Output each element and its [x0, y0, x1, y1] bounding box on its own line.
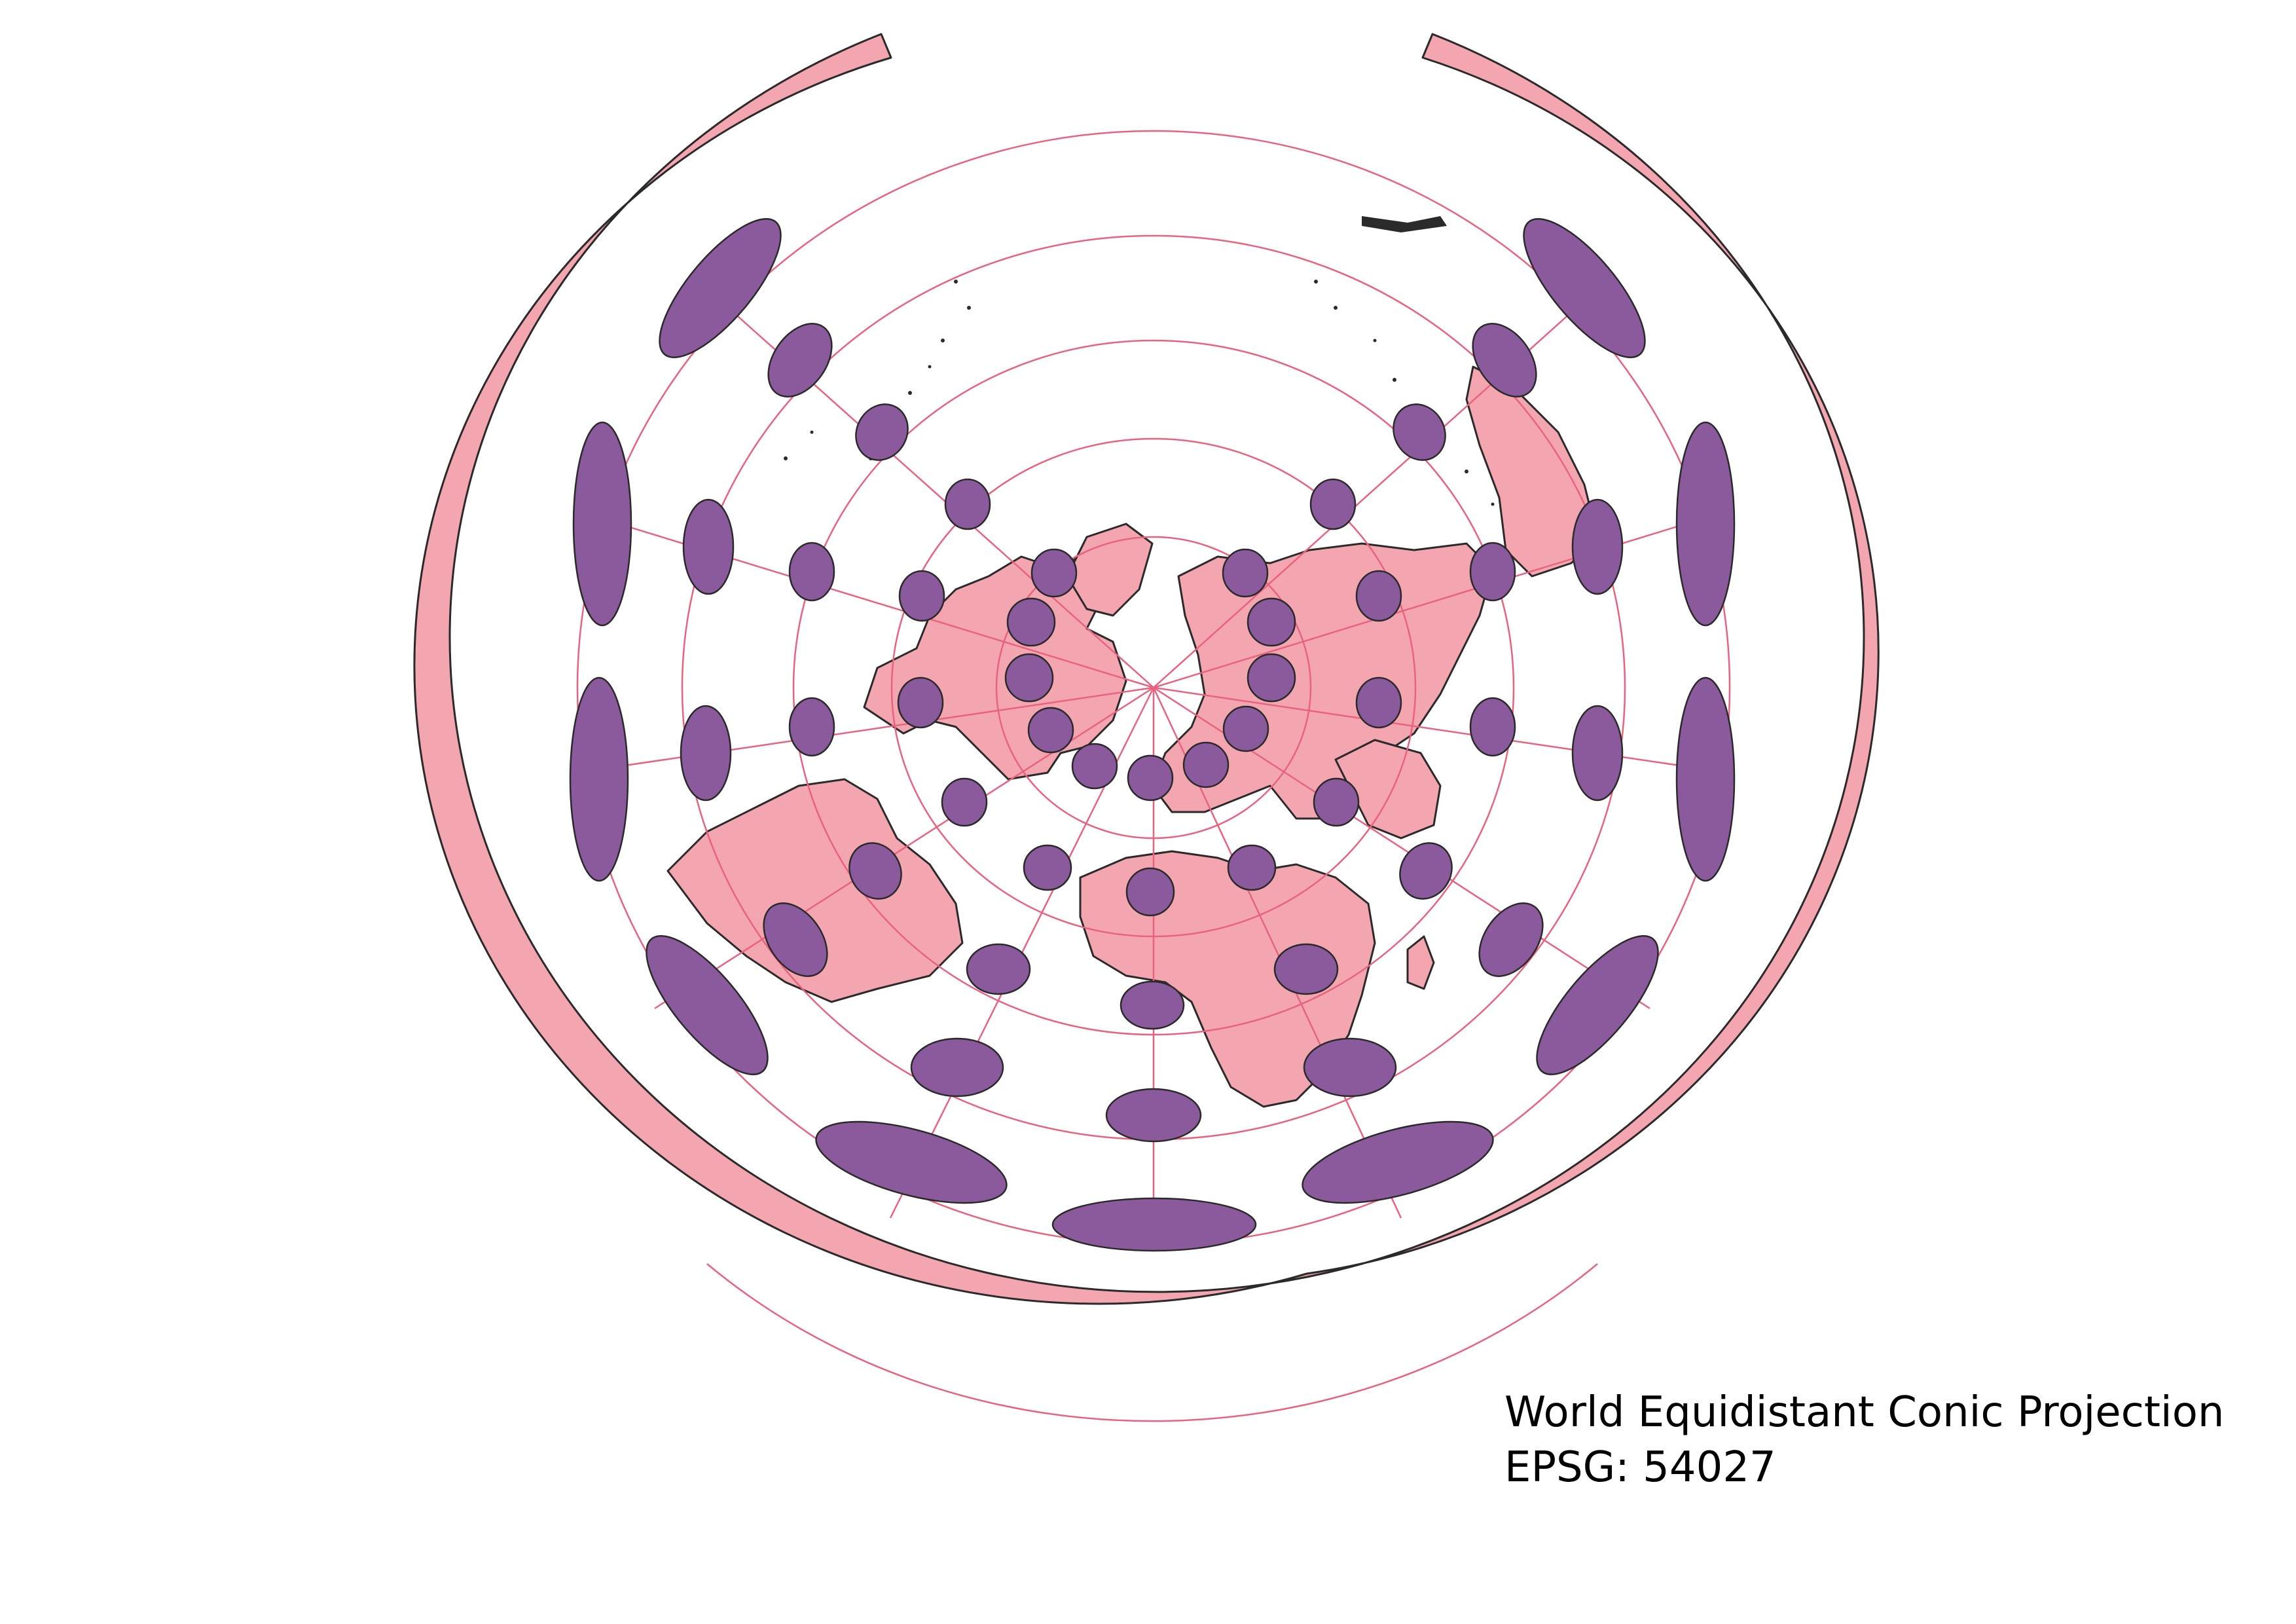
- tissot-indicatrix: [1303, 1037, 1397, 1098]
- epsg-label: EPSG: 54027: [1504, 1443, 1776, 1492]
- tissot-indicatrix: [1273, 943, 1339, 995]
- tissot-indicatrix: [1004, 653, 1054, 703]
- south-america: [666, 778, 964, 1003]
- south-asia: [1334, 739, 1442, 840]
- antarctica-ring: [413, 33, 1880, 1305]
- tissot-indicatrix: [788, 697, 835, 757]
- tissot-indicatrix: [680, 705, 732, 802]
- tissot-indicatrix: [1051, 1197, 1257, 1252]
- map-caption: World Equidistant Conic Projection EPSG:…: [1504, 1385, 2224, 1495]
- tissot-indicatrix: [897, 676, 944, 729]
- small-islands: [784, 216, 1495, 506]
- tissot-indicatrix: [1030, 548, 1078, 598]
- tissot-indicatrix: [1536, 935, 1659, 1075]
- tissot-indicatrix: [1399, 842, 1453, 900]
- tissot-indicatrix: [1571, 498, 1624, 595]
- tissot-indicatrix: [898, 570, 945, 622]
- tissot-indicatrix: [1127, 754, 1174, 802]
- tissot-indicatrix: [1071, 743, 1118, 790]
- tissot-indicatrix: [1247, 597, 1296, 647]
- tissot-indicatrix: [1247, 653, 1296, 703]
- tissot-indicatrix: [1675, 421, 1736, 627]
- tissot-indicatrix: [848, 842, 902, 900]
- tissot-indicatrix: [682, 498, 735, 595]
- tissot-indicatrix: [1023, 844, 1072, 891]
- tissot-indicatrix: [788, 542, 835, 602]
- tissot-indicatrix: [1523, 218, 1646, 358]
- tissot-indicatrix: [815, 1120, 1008, 1204]
- tissot-indicatrix: [944, 478, 991, 530]
- tissot-indicatrix: [1027, 707, 1074, 754]
- tissot-indicatrix: [1120, 980, 1185, 1030]
- tissot-indicatrix: [1571, 705, 1624, 802]
- tissot-indicatrix: [1472, 323, 1537, 397]
- tissot-indicatrix: [1006, 597, 1056, 647]
- tissot-indicatrix: [646, 935, 769, 1075]
- tissot-indicatrix: [1355, 676, 1402, 729]
- tissot-indicatrix: [767, 323, 833, 397]
- tissot-indicatrix: [1675, 676, 1736, 882]
- tissot-indicatrix: [1469, 697, 1516, 757]
- tissot-indicatrix: [855, 403, 909, 461]
- tissot-indicatrix: [659, 218, 782, 358]
- tissot-indicatrix: [941, 777, 988, 827]
- tissot-indicatrix: [1355, 570, 1402, 622]
- map-title: World Equidistant Conic Projection: [1504, 1388, 2225, 1437]
- tissot-indicatrix: [1469, 542, 1516, 602]
- outer-landmass-ring: [413, 33, 1880, 1305]
- tissot-indicatrix: [569, 676, 629, 882]
- tissot-indicatrix: [1105, 1088, 1202, 1143]
- tissot-indicatrix: [1222, 705, 1269, 752]
- tissot-indicatrix: [572, 421, 632, 627]
- tissot-indicatrix: [1313, 777, 1360, 827]
- tissot-indicatrix: [1478, 902, 1544, 977]
- tissot-indicatrix: [1125, 867, 1175, 917]
- tissot-indicatrix: [1182, 741, 1230, 788]
- tissot-indicatrices: [569, 218, 1736, 1252]
- tissot-indicatrix: [910, 1037, 1004, 1098]
- tissot-indicatrix: [1393, 403, 1446, 461]
- east-asia: [1465, 365, 1599, 578]
- madagascar: [1406, 935, 1435, 990]
- tissot-indicatrix: [1302, 1120, 1494, 1204]
- greenland: [1066, 523, 1154, 617]
- tissot-indicatrix: [1309, 478, 1357, 530]
- tissot-indicatrix: [763, 902, 828, 977]
- tissot-indicatrix: [1222, 548, 1269, 598]
- tissot-indicatrix: [966, 943, 1031, 995]
- tissot-indicatrix: [1227, 844, 1277, 891]
